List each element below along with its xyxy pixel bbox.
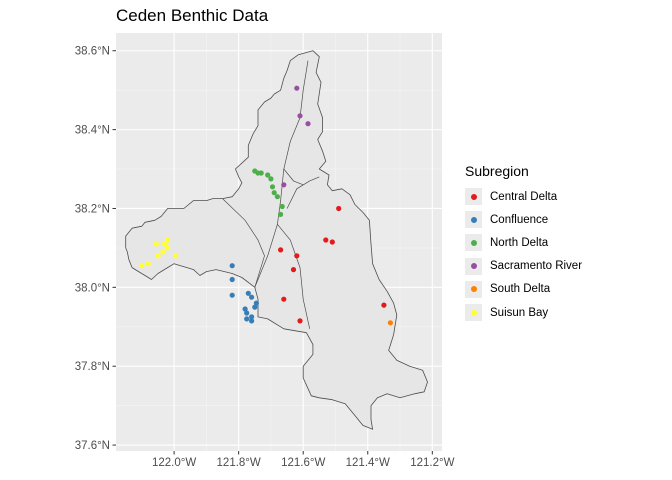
legend-label: Central Delta xyxy=(490,190,558,203)
x-tick-label: 121.4°W xyxy=(346,457,390,469)
y-tick-label: 38.6°N xyxy=(75,46,110,58)
legend-item-north-delta: North Delta xyxy=(465,231,582,254)
legend-dot xyxy=(470,216,477,223)
legend-label: South Delta xyxy=(490,283,551,296)
legend-dot xyxy=(470,239,477,246)
point-suisun-bay xyxy=(160,249,166,255)
chart-title: Ceden Benthic Data xyxy=(116,6,269,25)
point-suisun-bay xyxy=(145,261,151,267)
point-south-delta xyxy=(387,320,393,326)
legend-label: Sacramento River xyxy=(490,260,583,273)
x-tick-label: 121.2°W xyxy=(410,457,454,469)
point-north-delta xyxy=(274,194,280,200)
point-central-delta xyxy=(281,296,287,302)
point-north-delta xyxy=(279,203,285,210)
y-tick-label: 38.2°N xyxy=(75,203,110,215)
legend-item-south-delta: South Delta xyxy=(465,278,582,301)
point-confluence xyxy=(244,310,250,316)
point-sacramento-river xyxy=(294,85,300,91)
x-tick-label: 121.6°W xyxy=(281,457,325,469)
point-north-delta xyxy=(255,170,261,176)
legend-key xyxy=(465,257,482,275)
point-central-delta xyxy=(336,205,342,212)
legend-item-suisun-bay: Suisun Bay xyxy=(465,301,582,324)
x-tick-label: 122.0°W xyxy=(152,457,196,469)
legend-item-central-delta: Central Delta xyxy=(465,185,582,208)
point-suisun-bay xyxy=(165,245,171,251)
y-tick-label: 38.0°N xyxy=(75,282,110,294)
point-confluence xyxy=(249,294,255,300)
point-confluence xyxy=(249,314,255,320)
point-central-delta xyxy=(297,318,303,324)
point-sacramento-river xyxy=(281,182,287,188)
legend-dot xyxy=(470,309,477,316)
y-tick-label: 38.4°N xyxy=(75,125,110,137)
legend-key xyxy=(465,234,482,252)
point-north-delta xyxy=(269,184,276,190)
legend-dot xyxy=(470,286,477,293)
point-suisun-bay xyxy=(155,253,161,259)
point-sacramento-river xyxy=(297,113,303,119)
point-confluence xyxy=(229,292,235,298)
delta-boundary-layer xyxy=(125,50,428,430)
point-suisun-bay xyxy=(161,241,167,247)
subregion-border xyxy=(283,168,304,186)
point-suisun-bay xyxy=(139,263,145,269)
legend-label: Confluence xyxy=(490,213,549,226)
point-confluence xyxy=(242,306,248,312)
subregion-border xyxy=(277,224,311,329)
legend-item-confluence: Confluence xyxy=(465,208,582,231)
point-confluence xyxy=(253,300,259,306)
point-suisun-bay xyxy=(165,237,171,243)
point-central-delta xyxy=(381,302,387,308)
legend-dot xyxy=(470,263,477,270)
point-north-delta xyxy=(268,176,274,182)
legend-dot xyxy=(470,193,477,200)
delta-boundary xyxy=(125,50,428,430)
subregion-border xyxy=(286,176,320,209)
point-confluence xyxy=(229,263,235,269)
point-suisun-bay xyxy=(173,253,179,259)
legend-item-sacramento-river: Sacramento River xyxy=(465,255,582,278)
point-north-delta xyxy=(271,190,277,196)
point-sacramento-river xyxy=(305,121,311,127)
point-confluence xyxy=(229,276,235,283)
point-central-delta xyxy=(294,253,300,259)
subregion-border xyxy=(222,198,265,288)
x-tick-label: 121.8°W xyxy=(217,457,261,469)
legend-title: Subregion xyxy=(465,163,529,179)
y-tick-label: 37.6°N xyxy=(75,440,110,452)
point-confluence xyxy=(245,290,251,296)
legend-key xyxy=(465,304,482,322)
point-confluence xyxy=(249,318,255,324)
y-tick-label: 37.8°N xyxy=(75,361,110,373)
legend: Subregion Central Delta Confluence North D… xyxy=(465,163,582,324)
point-central-delta xyxy=(278,247,284,253)
legend-items: Central Delta Confluence North Delta Sacram… xyxy=(465,185,582,324)
data-points xyxy=(139,85,393,326)
legend-key xyxy=(465,280,482,298)
point-north-delta xyxy=(278,211,284,217)
point-north-delta xyxy=(265,172,271,178)
point-confluence xyxy=(252,304,258,310)
point-confluence xyxy=(244,316,250,322)
point-central-delta xyxy=(323,237,329,243)
legend-key xyxy=(465,188,482,206)
point-central-delta xyxy=(290,267,297,273)
legend-label: North Delta xyxy=(490,236,549,249)
point-suisun-bay xyxy=(153,241,159,247)
legend-label: Suisun Bay xyxy=(490,306,549,319)
point-central-delta xyxy=(329,239,335,245)
legend-key xyxy=(465,211,482,229)
axes: 122.0°W 121.8°W 121.6°W 121.4°W 121.2°W 37.6°… xyxy=(75,46,455,469)
